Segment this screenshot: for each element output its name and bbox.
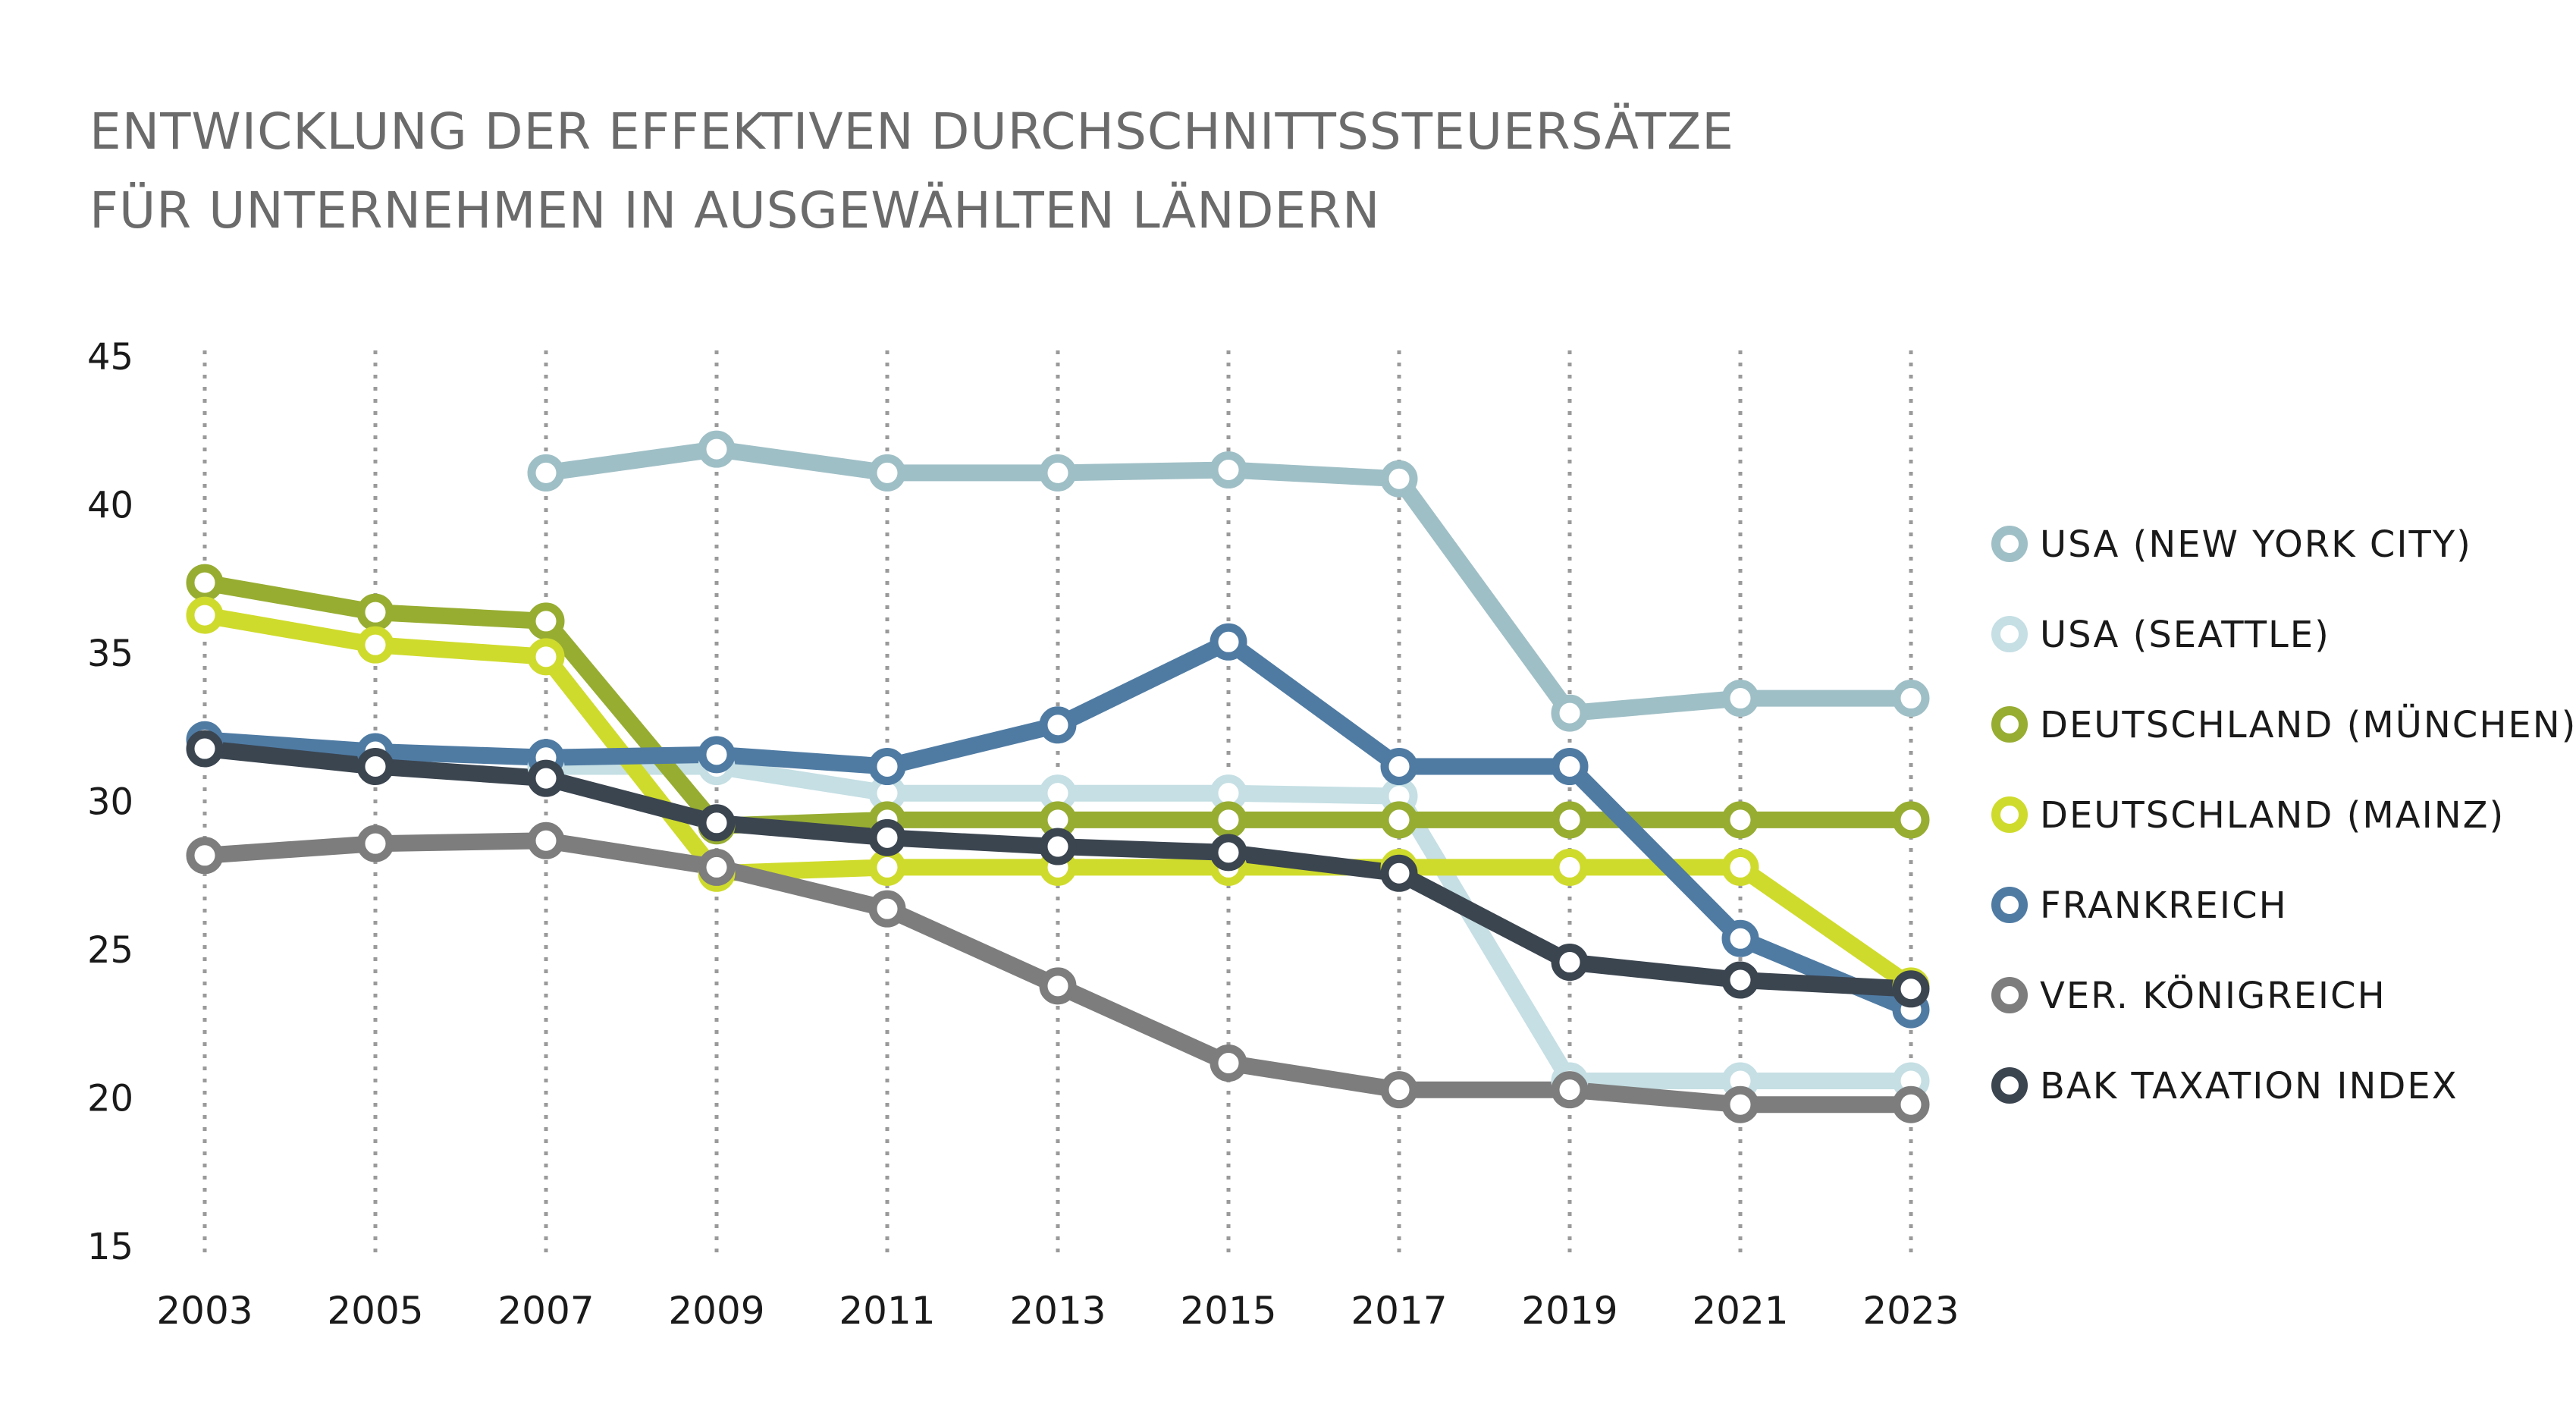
data-point — [1551, 801, 1589, 839]
x-axis-labels: 2003 2005 2007 2009 2011 2013 2015 2017 2019 2021… — [156, 1289, 1959, 1333]
y-tick-label: 40 — [87, 485, 133, 527]
data-point — [1039, 967, 1077, 1005]
legend-label: BAK TAXATION INDEX — [2040, 1065, 2458, 1107]
data-point — [1892, 801, 1930, 839]
data-point — [698, 736, 736, 774]
data-point — [1039, 828, 1077, 865]
x-tick-label: 2009 — [668, 1289, 764, 1333]
legend-item[interactable]: FRANKREICH — [1991, 884, 2288, 927]
chart-title-line-2: FÜR UNTERNEHMEN IN AUSGEWÄHLTEN LÄNDERN — [89, 181, 1381, 240]
data-point — [1380, 1071, 1418, 1109]
data-point — [698, 848, 736, 886]
chart-title-line-1: ENTWICKLUNG DER EFFEKTIVEN DURCHSCHNITTS… — [89, 102, 1734, 161]
data-point — [1721, 961, 1759, 999]
data-point — [1380, 460, 1418, 498]
legend[interactable]: USA (NEW YORK CITY) USA (SEATTLE) DEUTSCHL… — [1991, 523, 2576, 1107]
data-point — [1210, 451, 1247, 488]
legend-item[interactable]: DEUTSCHLAND (MAINZ) — [1991, 794, 2505, 837]
data-point — [1721, 801, 1759, 839]
x-tick-label: 2007 — [497, 1289, 594, 1333]
y-axis-labels: 15 20 25 30 35 40 45 — [87, 336, 133, 1268]
legend-marker — [1991, 526, 2028, 562]
data-point — [1380, 801, 1418, 839]
x-tick-label: 2005 — [327, 1289, 423, 1333]
data-point — [698, 430, 736, 468]
data-point — [1551, 694, 1589, 732]
legend-marker — [1991, 796, 2028, 833]
x-tick-label: 2019 — [1521, 1289, 1617, 1333]
legend-label: DEUTSCHLAND (MÜNCHEN) — [2040, 704, 2576, 746]
x-tick-label: 2015 — [1180, 1289, 1276, 1333]
data-point — [186, 730, 224, 768]
x-tick-label: 2003 — [156, 1289, 253, 1333]
legend-label: FRANKREICH — [2040, 884, 2288, 927]
legend-label: DEUTSCHLAND (MAINZ) — [2040, 794, 2505, 837]
y-tick-label: 45 — [87, 336, 133, 379]
data-point — [1551, 747, 1589, 785]
data-point — [1892, 1085, 1930, 1123]
data-point — [868, 818, 906, 856]
legend-item[interactable]: BAK TAXATION INDEX — [1991, 1065, 2458, 1107]
data-point — [527, 759, 565, 797]
data-point — [527, 602, 565, 640]
data-point — [1721, 848, 1759, 886]
data-point — [527, 638, 565, 676]
data-point — [1721, 680, 1759, 718]
data-point — [1039, 454, 1077, 492]
legend-label: VER. KÖNIGREICH — [2040, 975, 2386, 1017]
data-point — [1892, 970, 1930, 1008]
legend-label: USA (NEW YORK CITY) — [2040, 523, 2472, 566]
legend-marker — [1991, 616, 2028, 652]
legend-marker — [1991, 1067, 2028, 1104]
data-point — [868, 454, 906, 492]
legend-item[interactable]: VER. KÖNIGREICH — [1991, 975, 2386, 1017]
data-point — [356, 825, 394, 862]
legend-item[interactable]: DEUTSCHLAND (MÜNCHEN) — [1991, 704, 2576, 746]
y-tick-label: 15 — [87, 1226, 133, 1268]
data-point — [698, 804, 736, 842]
x-tick-label: 2013 — [1009, 1289, 1106, 1333]
legend-item[interactable]: USA (NEW YORK CITY) — [1991, 523, 2472, 566]
data-point — [1892, 680, 1930, 718]
data-point — [186, 837, 224, 875]
x-tick-label: 2023 — [1862, 1289, 1959, 1333]
legend-label: USA (SEATTLE) — [2040, 614, 2330, 656]
data-point — [1210, 623, 1247, 661]
data-point — [356, 747, 394, 785]
data-point — [356, 626, 394, 664]
data-point — [186, 596, 224, 634]
x-tick-label: 2021 — [1692, 1289, 1788, 1333]
data-point — [1721, 919, 1759, 957]
legend-marker — [1991, 706, 2028, 743]
data-point — [527, 821, 565, 859]
y-tick-label: 20 — [87, 1078, 133, 1120]
data-point — [1210, 834, 1247, 872]
x-tick-label: 2011 — [839, 1289, 935, 1333]
data-point — [1380, 747, 1418, 785]
series-markers — [186, 430, 1930, 1123]
data-point — [1551, 944, 1589, 982]
data-point — [1551, 1071, 1589, 1109]
data-point — [868, 747, 906, 785]
data-point — [527, 454, 565, 492]
data-point — [868, 848, 906, 886]
legend-item[interactable]: USA (SEATTLE) — [1991, 614, 2330, 656]
data-point — [356, 593, 394, 631]
data-point — [1551, 848, 1589, 886]
data-point — [1039, 706, 1077, 744]
chart-title: ENTWICKLUNG DER EFFEKTIVEN DURCHSCHNITTS… — [89, 93, 1734, 250]
y-tick-label: 25 — [87, 929, 133, 972]
data-point — [1210, 801, 1247, 839]
x-tick-label: 2017 — [1351, 1289, 1447, 1333]
legend-marker — [1991, 977, 2028, 1013]
data-point — [1380, 854, 1418, 892]
data-point — [868, 890, 906, 928]
legend-marker — [1991, 887, 2028, 923]
y-tick-label: 35 — [87, 633, 133, 675]
y-tick-label: 30 — [87, 781, 133, 824]
data-point — [1210, 1044, 1247, 1082]
data-point — [1721, 1085, 1759, 1123]
data-point — [186, 564, 224, 602]
